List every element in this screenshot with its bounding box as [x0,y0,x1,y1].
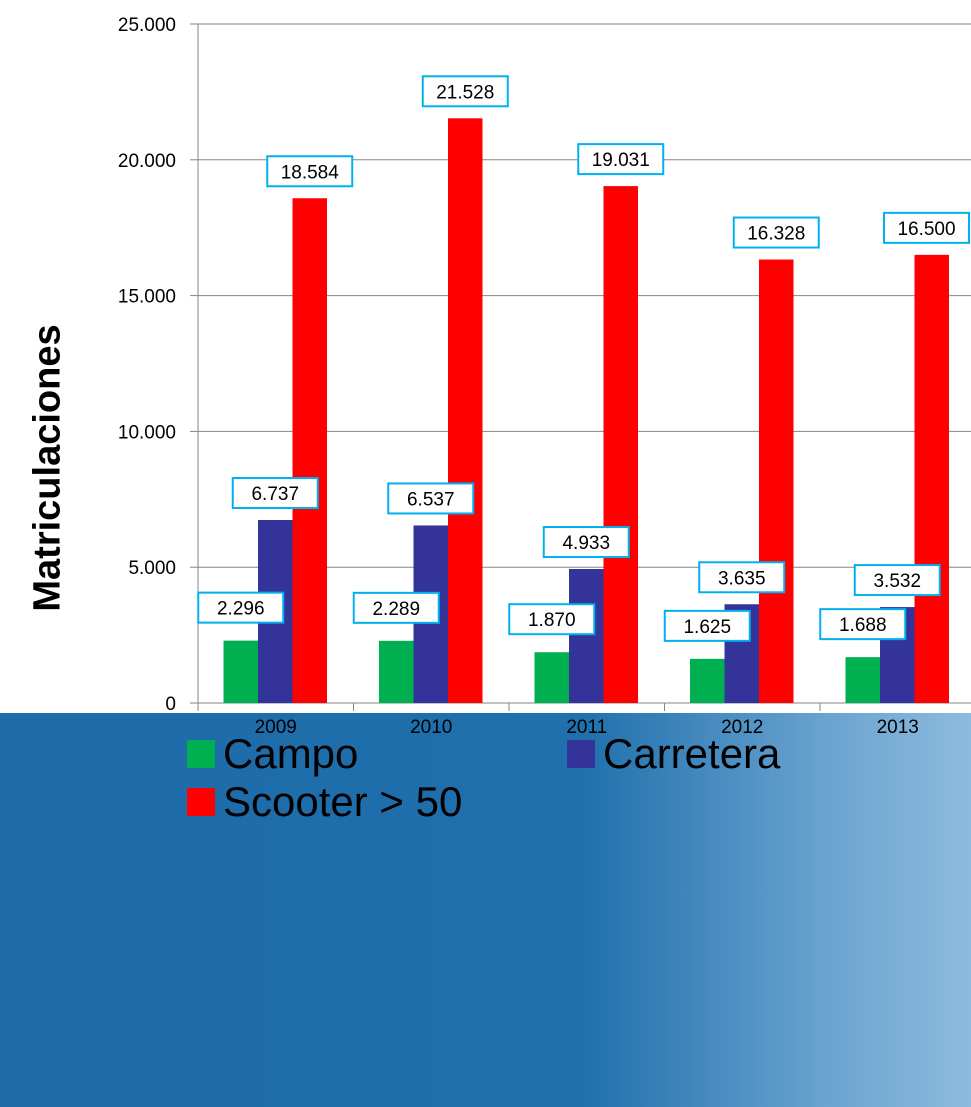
data-label-box [577,143,665,176]
legend-swatch-scooter [187,788,215,816]
data-label-box [508,603,596,636]
data-label-box [231,477,319,510]
legend-band [0,713,971,1107]
bar-carretera [569,569,604,703]
bar-campo [690,658,725,703]
y-axis-title: Matriculaciones [26,324,69,612]
y-tick-label: 20.000 [118,151,176,172]
y-tick-label: 15.000 [118,287,176,308]
data-label-box [266,155,354,188]
data-label-box [197,591,285,624]
y-tick-label: 10.000 [118,422,176,443]
x-tick-label: 2011 [566,717,607,738]
bar-campo [223,640,258,703]
data-label-box [352,591,440,624]
legend-item-carretera: Carretera [567,730,780,778]
data-label: 6.737 [251,484,299,505]
bar-campo [379,640,414,703]
legend-swatch-campo [187,740,215,768]
data-label: 6.537 [407,489,455,510]
bar-scooter [914,254,949,704]
data-label: 1.870 [528,610,576,631]
bar-scooter [603,186,638,703]
x-tick-label: 2009 [255,717,297,738]
data-label-box [853,564,941,597]
bar-scooter [448,118,483,704]
data-label-box [732,216,820,249]
data-label: 3.532 [873,571,921,592]
legend-label-carretera: Carretera [603,730,781,777]
legend-swatch-carretera [567,740,595,768]
data-label-box [698,561,786,594]
x-tick-label: 2013 [877,717,919,738]
data-label-box [387,482,475,515]
legend-item-scooter: Scooter > 50 [187,778,462,826]
data-label: 4.933 [562,533,610,554]
legend-label-campo: Campo [223,730,359,777]
x-tick-label: 2012 [721,717,763,738]
bar-campo [845,657,880,703]
data-label: 2.289 [372,599,420,620]
data-label: 2.296 [217,599,265,620]
y-tick-label: 25.000 [118,15,176,36]
data-label: 18.584 [281,162,340,183]
data-label: 21.528 [436,82,494,103]
data-label-box [421,75,509,108]
bar-campo [534,652,569,703]
data-label: 1.625 [683,617,731,638]
data-label: 19.031 [592,150,650,171]
data-label: 16.500 [897,219,955,240]
data-label-box [663,609,751,642]
data-label: 1.688 [839,615,887,636]
data-label-box [542,526,630,559]
data-label: 3.635 [718,568,766,589]
data-label: 16.328 [747,224,805,245]
legend-item-campo: Campo [187,730,358,778]
x-tick-label: 2010 [410,717,452,738]
bar-scooter [759,259,794,703]
bar-scooter [292,198,327,704]
y-tick-label: 0 [165,694,176,715]
y-tick-label: 5.000 [128,558,176,579]
data-label-box [883,211,970,244]
legend-label-scooter: Scooter > 50 [223,778,463,825]
data-label-box [819,608,907,641]
